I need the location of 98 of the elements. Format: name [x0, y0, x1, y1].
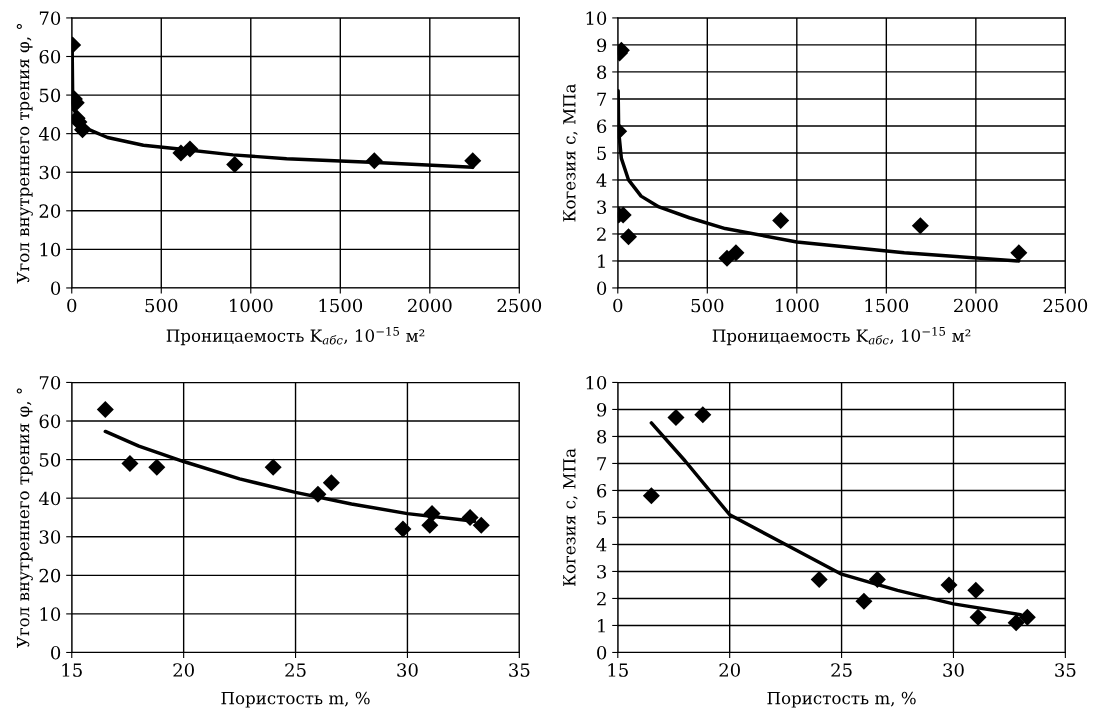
x-axis-title: Проницаемость K$_{абс}$, 10$^{−15}$ м² [166, 326, 425, 346]
point [121, 454, 139, 472]
x-tick-label: 2000 [954, 298, 998, 313]
y-axis-title: Угол внутреннего трения φ, ° [16, 23, 33, 284]
y-tick-label: 10 [40, 242, 61, 257]
x-tick-label: 2000 [408, 298, 452, 313]
point [969, 608, 987, 626]
point [620, 228, 638, 246]
y-tick-label: 40 [38, 127, 61, 141]
point [264, 458, 282, 476]
point [394, 520, 412, 538]
y-axis-title: Когезия c, МПа [563, 448, 578, 587]
point [855, 592, 873, 610]
point [727, 244, 745, 262]
point [642, 487, 660, 505]
point [423, 505, 441, 523]
y-tick-label: 0 [51, 281, 61, 296]
x-tick-label: 0 [613, 298, 623, 313]
x-tick-label: 500 [691, 298, 724, 313]
point [309, 485, 327, 503]
x-tick-label: 30 [397, 663, 418, 677]
y-tick-label: 30 [39, 165, 61, 180]
x-tick-label: 1500 [865, 298, 909, 313]
point [365, 152, 383, 170]
y-tick-label: 6 [597, 483, 607, 498]
y-tick-label: 20 [39, 204, 61, 218]
point [810, 571, 828, 589]
point [940, 576, 958, 594]
y-axis-title: Когезия c, МПа [563, 83, 578, 222]
y-axis-title: Угол внутреннего трения φ, ° [16, 388, 33, 648]
y-tick-label: 0 [597, 645, 607, 660]
x-tick-label: 20 [173, 663, 194, 677]
y-tick-label: 3 [597, 200, 607, 215]
point [967, 581, 985, 599]
y-tick-label: 10 [586, 375, 607, 390]
y-tick-label: 10 [40, 607, 61, 622]
point [148, 458, 166, 476]
point [226, 156, 244, 174]
y-tick-label: 20 [39, 568, 61, 583]
y-tick-label: 5 [597, 146, 606, 161]
y-tick-label: 3 [597, 564, 607, 579]
y-tick-label: 2 [597, 227, 606, 241]
y-tick-label: 0 [51, 645, 61, 660]
point [181, 140, 199, 158]
y-tick-label: 2 [597, 591, 606, 606]
y-tick-label: 4 [596, 537, 607, 552]
x-tick-label: 2500 [1043, 298, 1088, 313]
y-tick-label: 1 [598, 254, 605, 268]
y-tick-label: 0 [597, 281, 607, 296]
point [1018, 608, 1036, 626]
y-tick-label: 70 [39, 11, 61, 26]
point [911, 217, 929, 235]
point [1010, 244, 1028, 262]
y-tick-label: 50 [39, 88, 61, 103]
y-tick-label: 50 [39, 453, 61, 467]
point [868, 571, 886, 589]
x-tick-label: 25 [831, 663, 852, 677]
y-tick-label: 9 [597, 402, 607, 417]
y-tick-label: 8 [597, 429, 607, 444]
point [322, 474, 340, 492]
y-tick-label: 5 [597, 511, 606, 525]
y-tick-label: 7 [597, 92, 607, 106]
x-axis-title: Пористость m, % [767, 691, 916, 708]
x-tick-label: 30 [943, 663, 964, 677]
point [667, 409, 685, 427]
x-tick-label: 500 [145, 298, 178, 313]
x-tick-label: 25 [285, 663, 306, 677]
y-tick-label: 4 [596, 173, 607, 187]
x-axis-title: Пористость m, % [221, 691, 370, 708]
y-tick-label: 10 [586, 11, 607, 26]
point [472, 516, 490, 534]
y-tick-label: 60 [39, 414, 61, 429]
y-tick-label: 30 [39, 530, 61, 544]
point [461, 508, 479, 526]
x-tick-label: 15 [62, 663, 82, 677]
point [694, 406, 712, 424]
y-tick-label: 1 [598, 618, 605, 633]
point [96, 400, 114, 418]
y-tick-label: 7 [597, 457, 607, 471]
y-tick-label: 70 [39, 375, 61, 390]
x-axis-title: Проницаемость K$_{абс}$, 10$^{−15}$ м² [712, 326, 971, 346]
y-tick-label: 60 [39, 49, 61, 64]
point [772, 211, 790, 229]
y-tick-label: 40 [38, 491, 61, 506]
x-tick-label: 15 [608, 663, 628, 677]
y-tick-label: 8 [597, 65, 607, 80]
point [1007, 614, 1025, 632]
x-tick-label: 35 [1055, 663, 1076, 677]
point [464, 152, 482, 170]
y-tick-label: 9 [597, 38, 607, 53]
x-tick-label: 20 [719, 663, 740, 677]
x-tick-label: 2500 [497, 298, 542, 313]
x-tick-label: 35 [509, 663, 530, 677]
x-tick-label: 1000 [230, 298, 273, 313]
x-tick-label: 0 [67, 298, 77, 313]
x-tick-label: 1500 [319, 298, 363, 313]
x-tick-label: 1000 [776, 298, 819, 313]
y-tick-label: 6 [597, 119, 607, 134]
